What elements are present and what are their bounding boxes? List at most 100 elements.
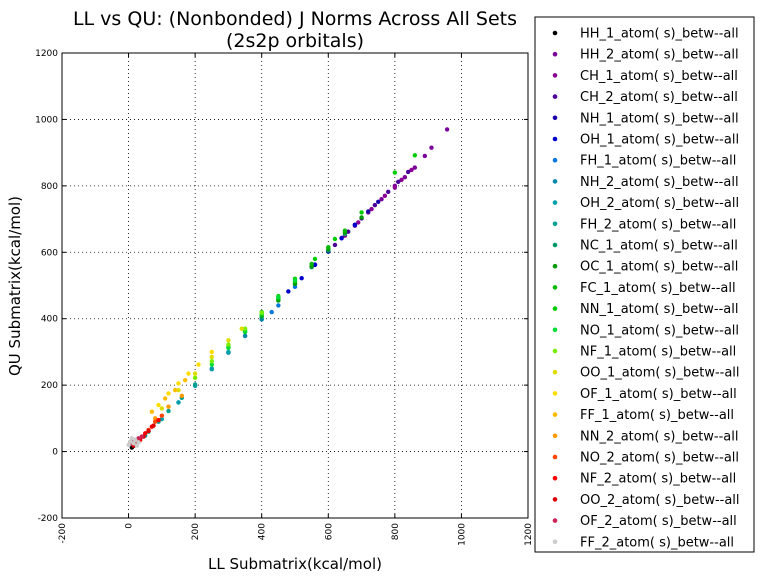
data-point bbox=[176, 381, 181, 386]
y-tick-label: 0 bbox=[52, 448, 58, 458]
data-point bbox=[156, 417, 161, 423]
legend-marker bbox=[552, 539, 558, 545]
legend-marker bbox=[552, 263, 558, 269]
data-point bbox=[179, 393, 185, 398]
legend-marker bbox=[552, 433, 558, 439]
data-point bbox=[226, 338, 231, 343]
x-tick-label: 1000 bbox=[457, 523, 467, 546]
legend-marker bbox=[552, 136, 558, 142]
data-point bbox=[133, 437, 138, 443]
legend-label: CH_2_atom( s)_betw--all bbox=[580, 90, 738, 105]
data-point bbox=[182, 377, 188, 383]
data-point bbox=[422, 153, 428, 159]
data-point bbox=[239, 326, 244, 331]
data-point bbox=[372, 202, 378, 208]
legend-marker bbox=[552, 348, 558, 354]
data-point bbox=[192, 371, 198, 376]
legend-label: NN_2_atom( s)_betw--all bbox=[580, 429, 739, 444]
data-point bbox=[412, 165, 418, 170]
y-axis-ticks: -200 0 200 400 600 800 1000 1200 bbox=[35, 49, 528, 524]
legend-marker bbox=[552, 115, 558, 121]
data-point bbox=[159, 416, 165, 422]
data-point bbox=[226, 345, 231, 351]
data-point bbox=[129, 436, 135, 441]
data-point bbox=[149, 409, 155, 414]
data-point bbox=[134, 443, 140, 448]
x-tick-label: 0 bbox=[125, 523, 135, 529]
data-point bbox=[126, 442, 131, 448]
legend-marker bbox=[552, 94, 558, 99]
legend-label: NH_1_atom( s)_betw--all bbox=[580, 111, 739, 126]
data-point bbox=[379, 196, 384, 202]
data-point bbox=[356, 220, 361, 225]
legend-marker bbox=[552, 200, 558, 205]
legend-label: FH_1_atom( s)_betw--all bbox=[580, 154, 736, 169]
legend-label: NH_2_atom( s)_betw--all bbox=[580, 175, 739, 190]
data-point bbox=[382, 193, 388, 199]
data-point bbox=[402, 175, 408, 180]
legend-frame bbox=[534, 16, 755, 553]
data-point bbox=[139, 434, 145, 439]
data-point bbox=[226, 349, 231, 355]
legend-label: NF_1_atom( s)_betw--all bbox=[580, 345, 736, 360]
data-point bbox=[405, 169, 411, 175]
data-point bbox=[128, 439, 133, 444]
legend-label: NO_2_atom( s)_betw--all bbox=[580, 451, 739, 466]
data-point bbox=[242, 326, 248, 331]
data-point bbox=[192, 375, 198, 381]
legend-marker bbox=[552, 412, 558, 417]
data-point bbox=[332, 242, 338, 248]
data-point bbox=[359, 210, 364, 215]
chart-subtitle: (2s2p orbitals) bbox=[226, 30, 364, 52]
legend-label: NF_2_atom( s)_betw--all bbox=[580, 472, 736, 487]
data-point bbox=[399, 177, 404, 183]
data-point bbox=[346, 229, 351, 234]
legend-marker bbox=[552, 327, 558, 333]
data-point bbox=[412, 153, 418, 158]
data-point bbox=[444, 127, 450, 132]
data-point bbox=[209, 366, 214, 371]
data-point bbox=[409, 167, 414, 173]
data-point bbox=[429, 145, 434, 150]
y-axis-label: QU Submatrix(kcal/mol) bbox=[6, 196, 24, 376]
legend-label: NC_1_atom( s)_betw--all bbox=[580, 239, 738, 254]
data-point bbox=[286, 289, 291, 294]
legend-label: FC_1_atom( s)_betw--all bbox=[580, 281, 736, 296]
data-point bbox=[226, 342, 231, 347]
y-tick-label: -200 bbox=[38, 514, 59, 524]
legend-marker bbox=[552, 454, 558, 460]
x-tick-label: 800 bbox=[391, 523, 401, 540]
y-tick-label: 200 bbox=[41, 381, 58, 391]
grid bbox=[62, 53, 528, 518]
legend-marker bbox=[552, 475, 558, 481]
data-point bbox=[309, 261, 314, 267]
legend: HH_1_atom( s)_betw--all HH_2_atom( s)_bet… bbox=[534, 16, 755, 553]
data-point bbox=[162, 396, 168, 401]
legend-label: OC_1_atom( s)_betw--all bbox=[580, 260, 738, 275]
legend-label: FF_1_atom( s)_betw--all bbox=[580, 408, 734, 423]
y-tick-label: 600 bbox=[41, 248, 58, 258]
data-point bbox=[395, 179, 401, 185]
data-point bbox=[151, 423, 156, 428]
data-point bbox=[259, 310, 264, 315]
data-point bbox=[369, 206, 374, 212]
x-axis-ticks: -200 0 200 400 600 800 1000 1200 bbox=[58, 53, 534, 546]
chart-title: LL vs QU: (Nonbonded) J Norms Across All… bbox=[73, 8, 517, 30]
data-point bbox=[196, 362, 201, 367]
legend-label: CH_1_atom( s)_betw--all bbox=[580, 69, 738, 84]
legend-label: HH_2_atom( s)_betw--all bbox=[580, 48, 739, 63]
data-point bbox=[376, 199, 381, 204]
data-point bbox=[326, 245, 331, 250]
data-point bbox=[136, 436, 141, 441]
data-point bbox=[192, 382, 198, 387]
data-point bbox=[352, 222, 358, 228]
x-tick-label: 200 bbox=[191, 523, 201, 540]
data-point bbox=[332, 236, 338, 242]
data-point bbox=[269, 309, 274, 315]
legend-label: FF_2_atom( s)_betw--all bbox=[580, 535, 734, 550]
legend-marker bbox=[552, 369, 558, 375]
data-point bbox=[359, 215, 364, 220]
data-point bbox=[143, 431, 148, 436]
data-point bbox=[176, 400, 181, 405]
